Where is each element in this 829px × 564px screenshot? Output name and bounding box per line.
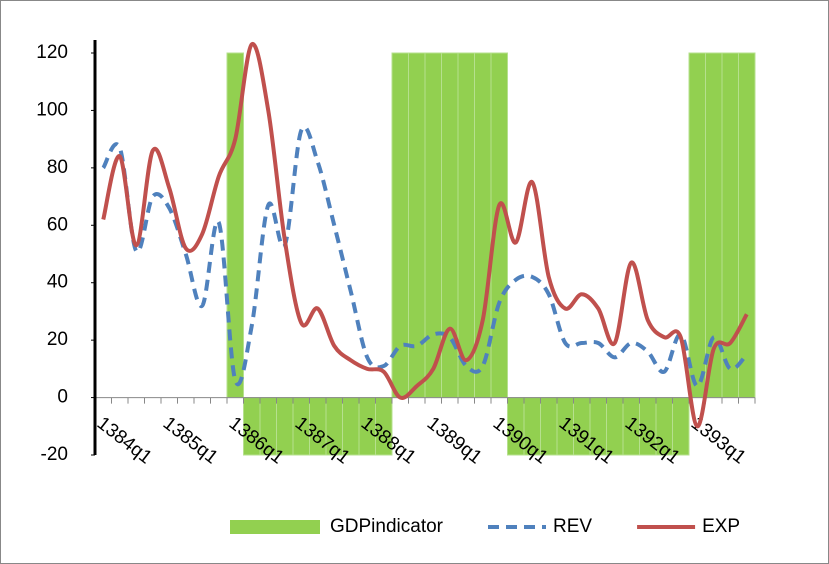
bar (688, 52, 706, 399)
legend-label: EXP (702, 516, 740, 537)
y-tick-label: 80 (47, 157, 68, 178)
legend-label: REV (553, 516, 592, 537)
y-tick-label: 0 (57, 387, 68, 408)
series-line (101, 42, 749, 429)
legend-label: GDPindicator (330, 516, 444, 537)
bar (738, 52, 756, 399)
y-tick-label: 20 (47, 329, 68, 350)
bar (424, 52, 442, 399)
y-tick-label: 120 (36, 42, 68, 63)
legend-swatch (230, 520, 320, 534)
y-tick-label: 100 (36, 99, 68, 120)
y-tick-label: -20 (41, 444, 68, 465)
y-tick-label: 40 (47, 272, 68, 293)
y-tick-label: 60 (47, 214, 68, 235)
